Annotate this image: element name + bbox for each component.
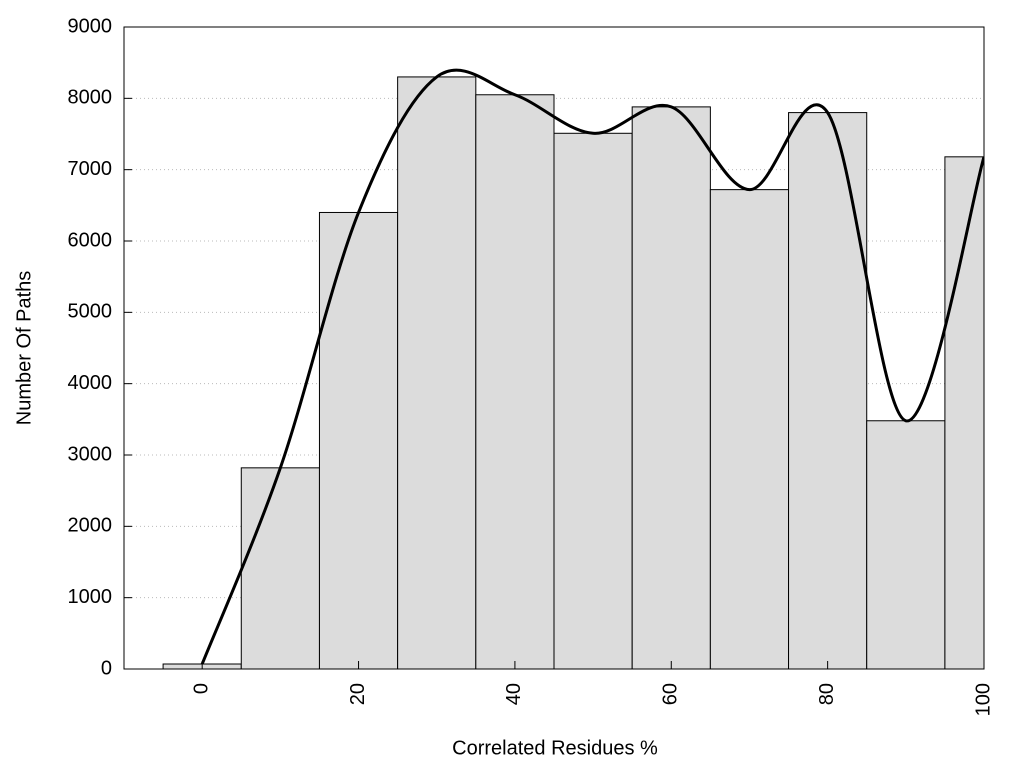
y-tick-label: 4000 [68, 372, 113, 394]
y-tick-label: 2000 [68, 515, 113, 537]
bar [240, 467, 320, 669]
x-tick-label: 100 [972, 683, 994, 716]
bar [318, 211, 399, 669]
ticks: 0 1000 2000 3000 4000 5000 6000 7000 8000 9000 0 20… [68, 15, 995, 716]
y-tick-label: 0 [101, 657, 112, 679]
y-tick-label: 5000 [68, 301, 113, 323]
y-tick-label: 8000 [68, 87, 113, 109]
bar [866, 420, 946, 669]
y-tick-label: 1000 [68, 586, 113, 608]
bar [631, 106, 711, 669]
plot-frame [123, 26, 985, 670]
y-tick-label: 3000 [68, 443, 113, 465]
y-tick-label: 9000 [68, 15, 113, 37]
bars [162, 76, 984, 669]
smooth-line [200, 68, 984, 665]
y-tick-label: 6000 [68, 229, 113, 251]
bar [397, 76, 477, 669]
y-axis-label: Number Of Paths [13, 271, 35, 426]
x-tick-label: 80 [816, 683, 838, 705]
bar [553, 132, 633, 669]
x-tick-label: 20 [347, 683, 369, 705]
bar [788, 112, 868, 669]
bar [709, 189, 790, 669]
y-tick-label: 7000 [68, 158, 113, 180]
x-tick-label: 40 [503, 683, 525, 705]
x-axis-label: Correlated Residues % [452, 737, 658, 759]
bar [475, 94, 555, 669]
x-tick-label: 0 [190, 683, 212, 694]
lines [200, 68, 984, 665]
x-tick-label: 60 [660, 683, 682, 705]
